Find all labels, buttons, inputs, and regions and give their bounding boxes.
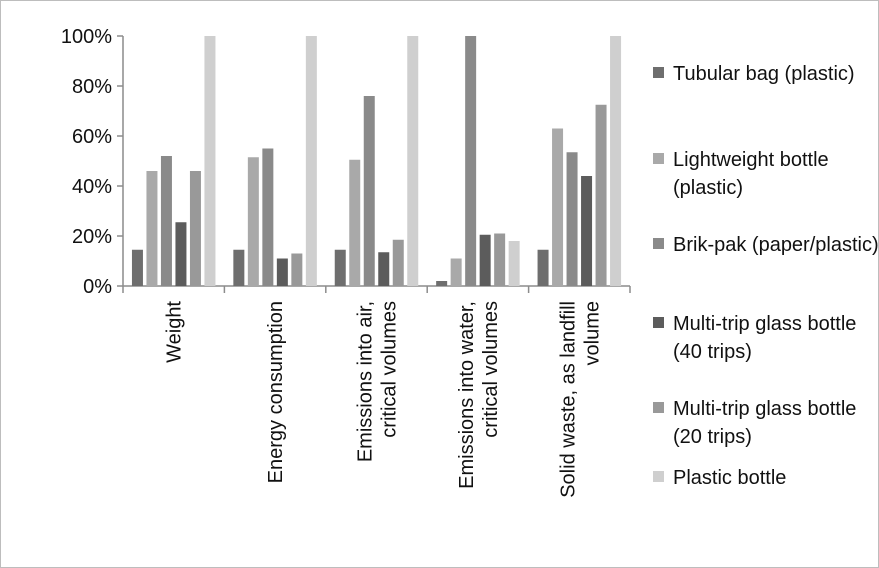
- y-tick-label: 20%: [72, 226, 112, 248]
- legend-label: Multi-trip glass bottle (20 trips): [673, 398, 856, 448]
- category-label-line: Solid waste, as landfill: [557, 301, 579, 498]
- legend: Tubular bag (plastic) Lightweight bottle (…: [653, 63, 878, 489]
- bar: [392, 239, 404, 286]
- bar: [276, 258, 288, 286]
- bar: [508, 241, 520, 286]
- bar: [450, 258, 462, 286]
- bar: [378, 252, 390, 286]
- bar: [465, 36, 477, 286]
- bar: [595, 104, 607, 286]
- bar: [552, 128, 564, 286]
- category-label: Emissions into air, critical volumes: [355, 301, 401, 462]
- legend-label-line: Multi-trip glass bottle: [673, 313, 856, 335]
- y-tick-label: 60%: [72, 126, 112, 148]
- category-label: Emissions into water, critical volumes: [456, 301, 502, 489]
- legend-label-line: (20 trips): [673, 426, 752, 448]
- legend-label: Lightweight bottle (plastic): [673, 149, 829, 199]
- bar: [436, 281, 448, 286]
- bar: [305, 36, 317, 286]
- bar: [262, 148, 274, 286]
- bar: [334, 249, 346, 286]
- bar: [407, 36, 419, 286]
- category-label-line: critical volumes: [480, 301, 502, 438]
- legend-label: Multi-trip glass bottle (40 trips): [673, 313, 856, 363]
- bar: [581, 176, 593, 286]
- legend-label-line: Multi-trip glass bottle: [673, 398, 856, 420]
- bar: [566, 152, 578, 286]
- y-tick-label: 0%: [83, 276, 112, 298]
- category-label-line: volume: [581, 301, 603, 365]
- legend-label-line: Brik-pak (paper/plastic): [673, 234, 878, 256]
- category-label-line: Emissions into water,: [456, 301, 478, 489]
- legend-swatch: [653, 67, 664, 78]
- legend-label: Tubular bag (plastic): [673, 63, 855, 85]
- bar: [247, 157, 259, 286]
- legend-label-line: Lightweight bottle: [673, 149, 829, 171]
- legend-label: Brik-pak (paper/plastic): [673, 234, 878, 256]
- legend-label-line: Plastic bottle: [673, 467, 786, 489]
- bar: [494, 233, 506, 286]
- bar: [146, 171, 158, 286]
- category-label-line: Weight: [164, 301, 186, 363]
- legend-label: Plastic bottle: [673, 467, 786, 489]
- bar: [204, 36, 216, 286]
- bar: [479, 234, 491, 286]
- legend-swatch: [653, 471, 664, 482]
- bar: [131, 249, 143, 286]
- y-tick-label: 100%: [61, 26, 112, 48]
- bar: [610, 36, 622, 286]
- bar: [175, 222, 187, 286]
- bar: [363, 96, 375, 286]
- category-label-line: Energy consumption: [265, 301, 287, 483]
- bar: [233, 249, 245, 286]
- bar: [291, 253, 303, 286]
- bar: [189, 171, 201, 286]
- legend-label-line: Tubular bag (plastic): [673, 63, 855, 85]
- y-tick-label: 40%: [72, 176, 112, 198]
- category-label-line: critical volumes: [379, 301, 401, 438]
- legend-swatch: [653, 317, 664, 328]
- category-label: Energy consumption: [265, 301, 287, 483]
- legend-swatch: [653, 402, 664, 413]
- legend-label-line: (40 trips): [673, 341, 752, 363]
- bar: [349, 159, 361, 286]
- legend-swatch: [653, 238, 664, 249]
- bars: [131, 36, 622, 286]
- category-label: Weight: [164, 301, 186, 363]
- bar: [537, 249, 549, 286]
- category-label: Solid waste, as landfill volume: [557, 301, 603, 498]
- legend-label-line: (plastic): [673, 177, 743, 199]
- category-label-line: Emissions into air,: [355, 301, 377, 462]
- legend-swatch: [653, 153, 664, 164]
- bar: [160, 156, 172, 286]
- category-labels: Weight Energy consumption Emissions into a…: [164, 301, 604, 498]
- y-tick-label: 80%: [72, 76, 112, 98]
